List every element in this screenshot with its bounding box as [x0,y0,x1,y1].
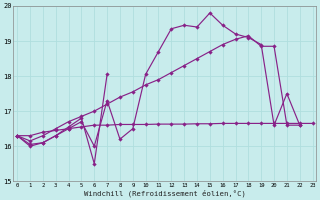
X-axis label: Windchill (Refroidissement éolien,°C): Windchill (Refroidissement éolien,°C) [84,189,246,197]
